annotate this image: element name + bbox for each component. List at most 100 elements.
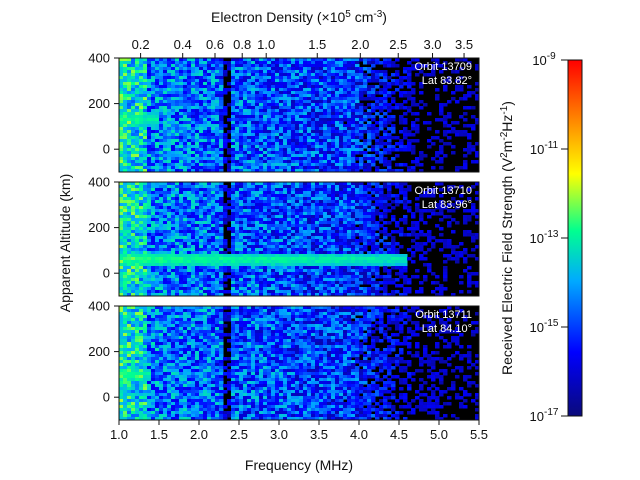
heat-cell	[299, 224, 304, 228]
heat-cell	[243, 121, 248, 125]
heat-cell	[203, 185, 208, 189]
heat-cell	[351, 58, 356, 62]
heat-cell	[267, 70, 272, 74]
heat-cell	[287, 242, 292, 246]
heat-cell	[199, 97, 204, 101]
heat-cell	[331, 230, 336, 234]
heat-cell	[247, 227, 252, 231]
heat-cell	[215, 203, 220, 207]
heat-cell	[339, 67, 344, 71]
heat-cell	[155, 106, 160, 110]
heat-cell	[331, 266, 336, 270]
heat-cell	[235, 133, 240, 137]
heat-cell	[379, 139, 384, 143]
heat-cell	[131, 257, 136, 261]
heat-cell	[127, 160, 132, 164]
heat-cell	[299, 133, 304, 137]
heat-cell	[295, 290, 300, 294]
heat-cell	[187, 191, 192, 195]
heat-cell	[135, 287, 140, 291]
heat-cell	[127, 242, 132, 246]
heat-cell	[339, 194, 344, 198]
heat-cell	[279, 203, 284, 207]
heat-cell	[387, 61, 392, 65]
heat-cell	[303, 212, 308, 216]
heat-cell	[315, 281, 320, 285]
heat-cell	[279, 91, 284, 95]
heat-cell	[139, 91, 144, 95]
heat-cell	[275, 130, 280, 134]
heat-cell	[263, 97, 268, 101]
heat-cell	[315, 245, 320, 249]
heat-cell	[255, 76, 260, 80]
heat-cell	[339, 263, 344, 267]
heat-cell	[351, 118, 356, 122]
heat-cell	[195, 182, 200, 186]
heat-cell	[235, 278, 240, 282]
heat-cell	[159, 73, 164, 77]
heat-cell	[331, 188, 336, 192]
heat-cell	[207, 136, 212, 140]
heat-cell	[207, 284, 212, 288]
heat-cell	[271, 287, 276, 291]
heat-cell	[431, 166, 436, 170]
heat-cell	[279, 124, 284, 128]
heat-cell	[159, 64, 164, 68]
heat-cell	[351, 106, 356, 110]
heat-cell	[319, 290, 324, 294]
heat-cell	[215, 239, 220, 243]
heat-cell	[251, 163, 256, 167]
heat-cell	[211, 230, 216, 234]
heat-cell	[351, 254, 356, 258]
heat-cell	[203, 260, 208, 264]
heat-cell	[331, 127, 336, 131]
heat-cell	[247, 151, 252, 155]
heat-cell	[227, 163, 232, 167]
heat-cell	[315, 236, 320, 240]
heat-cell	[143, 145, 148, 149]
heat-cell	[131, 221, 136, 225]
heat-cell	[259, 151, 264, 155]
heat-cell	[159, 148, 164, 152]
heat-cell	[247, 85, 252, 89]
heat-cell	[287, 251, 292, 255]
heat-cell	[131, 254, 136, 258]
heat-cell	[255, 230, 260, 234]
heat-cell	[363, 154, 368, 158]
heat-cell	[239, 290, 244, 294]
heat-cell	[339, 287, 344, 291]
heat-cell	[347, 100, 352, 104]
heat-cell	[343, 236, 348, 240]
heat-cell	[123, 166, 128, 170]
heat-cell	[287, 284, 292, 288]
heat-cell	[131, 124, 136, 128]
heat-cell	[371, 133, 376, 137]
heat-cell	[251, 281, 256, 285]
heat-cell	[151, 88, 156, 92]
heat-cell	[423, 103, 428, 107]
heat-cell	[475, 160, 480, 164]
heat-cell	[415, 112, 420, 116]
heat-cell	[415, 118, 420, 122]
heat-cell	[363, 112, 368, 116]
heat-cell	[203, 97, 208, 101]
heat-cell	[323, 166, 328, 170]
heat-cell	[195, 76, 200, 80]
heat-cell	[215, 287, 220, 291]
heat-cell	[335, 124, 340, 128]
heat-cell	[443, 118, 448, 122]
heat-cell	[187, 148, 192, 152]
heat-cell	[351, 103, 356, 107]
heat-cell	[203, 103, 208, 107]
heat-cell	[283, 272, 288, 276]
heat-cell	[315, 127, 320, 131]
heat-cell	[327, 284, 332, 288]
heat-cell	[127, 263, 132, 267]
top-axis-ticks: 0.2 0.4 0.6 0.8 1.0 1.5 2.0 2.5 3.0 3.5	[132, 37, 473, 58]
heat-cell	[451, 127, 456, 131]
heat-cell	[299, 121, 304, 125]
heat-cell	[183, 224, 188, 228]
heat-cell	[283, 76, 288, 80]
heat-cell	[455, 70, 460, 74]
